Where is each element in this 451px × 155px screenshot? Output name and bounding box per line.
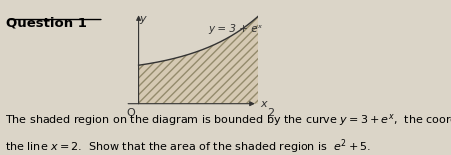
Text: Question 1: Question 1 [6,16,87,29]
Text: y = 3 + eˣ: y = 3 + eˣ [207,24,262,34]
Text: y: y [139,14,146,24]
Text: The shaded region on the diagram is bounded by the curve $y = 3 + e^x$,  the coo: The shaded region on the diagram is boun… [5,112,451,128]
Text: the line $x = 2$.  Show that the area of the shaded region is  $e^2 + 5$.: the line $x = 2$. Show that the area of … [5,137,370,155]
Text: O: O [126,108,135,118]
Text: x: x [260,99,267,109]
Text: 2: 2 [267,108,274,119]
